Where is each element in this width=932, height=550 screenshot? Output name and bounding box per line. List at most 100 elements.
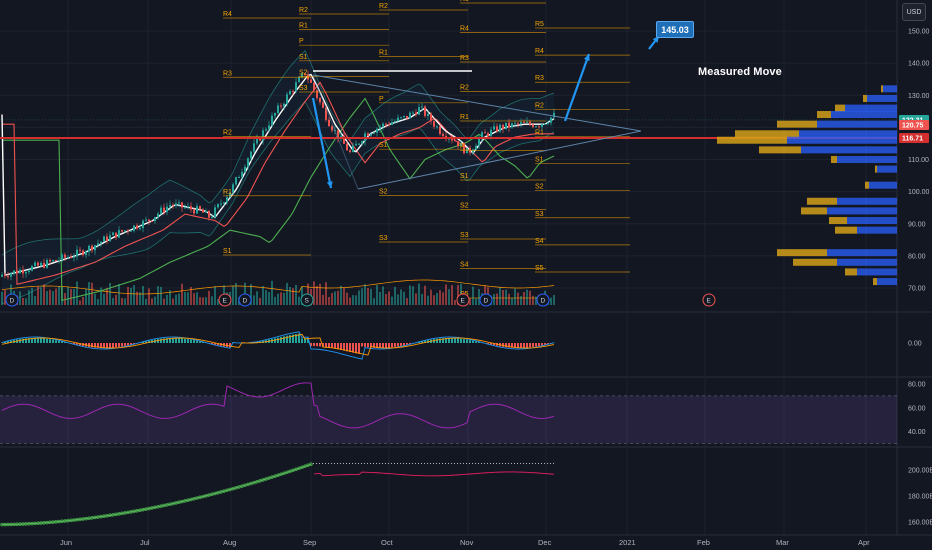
candle-body bbox=[253, 143, 255, 152]
candle-body bbox=[115, 232, 117, 238]
event-marker-circle bbox=[536, 293, 550, 307]
candle-body bbox=[181, 202, 183, 208]
macd-histogram-bar bbox=[418, 342, 420, 343]
macd-histogram-bar bbox=[328, 343, 330, 348]
event-marker-label: E bbox=[223, 298, 228, 305]
volume-profile-up bbox=[877, 165, 897, 173]
volume-profile-down bbox=[793, 258, 837, 266]
macd-histogram-bar bbox=[187, 339, 189, 343]
macd-histogram-bar bbox=[358, 343, 360, 354]
candle-body bbox=[352, 145, 354, 152]
volume-profile-up bbox=[817, 120, 897, 128]
macd-histogram-bar bbox=[466, 339, 468, 343]
candle-body bbox=[25, 272, 27, 274]
pivot-dec-label: R3 bbox=[535, 75, 544, 82]
macd-histogram-bar bbox=[274, 338, 276, 343]
volume-profile-down bbox=[777, 120, 817, 128]
macd-histogram-bar bbox=[379, 343, 381, 348]
volume-bar bbox=[532, 295, 534, 305]
macd-histogram-bar bbox=[190, 339, 192, 343]
candle-body bbox=[304, 73, 306, 75]
macd-histogram-bar bbox=[52, 339, 54, 343]
volume-bar bbox=[343, 287, 345, 305]
price-tick-label: 150.00 bbox=[908, 29, 930, 36]
macd-histogram-bar bbox=[337, 343, 339, 350]
macd-histogram-bar bbox=[34, 338, 36, 343]
candle-body bbox=[190, 206, 192, 210]
volume-bar bbox=[409, 285, 411, 305]
volume-bar bbox=[91, 282, 93, 305]
time-axis-label: Nov bbox=[460, 538, 474, 547]
event-marker-label: D bbox=[541, 298, 546, 305]
candle-body bbox=[70, 256, 72, 258]
volume-profile-up bbox=[801, 146, 897, 154]
candle-body bbox=[382, 123, 384, 127]
candle-body bbox=[424, 106, 426, 116]
candle-body bbox=[361, 141, 363, 144]
candle-body bbox=[142, 220, 144, 229]
event-marker-label: D bbox=[243, 298, 248, 305]
candle-body bbox=[367, 133, 369, 136]
candle-body bbox=[19, 269, 21, 274]
macd-histogram-bar bbox=[478, 341, 480, 343]
volume-bar bbox=[217, 299, 219, 305]
price-tick-label: 140.00 bbox=[908, 61, 930, 68]
time-axis-label: Aug bbox=[223, 538, 236, 547]
currency-badge[interactable]: USD bbox=[902, 3, 926, 21]
candle-body bbox=[475, 145, 477, 150]
pivot-dec-label: R2 bbox=[535, 102, 544, 109]
event-marker-label: E bbox=[461, 298, 466, 305]
macd-histogram-bar bbox=[55, 340, 57, 343]
candle-body bbox=[205, 210, 207, 213]
volume-bar bbox=[430, 289, 432, 305]
pivot-aug-label: R4 bbox=[223, 11, 232, 18]
candle-body bbox=[301, 73, 303, 78]
macd-histogram-bar bbox=[100, 343, 102, 348]
macd-histogram-bar bbox=[541, 343, 543, 346]
pivot-dec-label: S5 bbox=[535, 265, 544, 272]
macd-histogram-bar bbox=[97, 343, 99, 348]
volume-bar bbox=[4, 290, 6, 305]
candle-body bbox=[151, 220, 153, 222]
price-label-text: 116.71 bbox=[902, 135, 923, 142]
volume-bar bbox=[145, 298, 147, 305]
candle-body bbox=[121, 230, 123, 232]
macd-histogram-bar bbox=[448, 338, 450, 343]
pivot-sep-label: S3 bbox=[299, 85, 308, 92]
macd-histogram-bar bbox=[106, 343, 108, 348]
candle-body bbox=[508, 122, 510, 128]
macd-histogram-bar bbox=[352, 343, 354, 353]
volume-bar bbox=[118, 283, 120, 305]
volume-bar bbox=[349, 297, 351, 305]
candle-body bbox=[547, 122, 549, 124]
volume-bar bbox=[271, 280, 273, 305]
macd-histogram-bar bbox=[532, 343, 534, 347]
rsi-tick-label: 80.00 bbox=[908, 382, 926, 389]
candle-body bbox=[532, 124, 534, 128]
candle-body bbox=[529, 121, 531, 125]
macd-histogram-bar bbox=[229, 343, 231, 348]
volume-profile-up bbox=[857, 226, 897, 234]
volume-bar bbox=[469, 298, 471, 305]
volume-profile-up bbox=[883, 85, 897, 93]
candle-body bbox=[175, 203, 177, 206]
volume-bar bbox=[31, 287, 33, 305]
event-marker-circle bbox=[479, 293, 493, 307]
candle-body bbox=[76, 249, 78, 257]
event-marker-label: E bbox=[707, 298, 712, 305]
volume-profile-down bbox=[835, 104, 845, 112]
candle-body bbox=[49, 260, 51, 262]
candle-body bbox=[538, 126, 540, 128]
volume-bar bbox=[313, 281, 315, 305]
candle-body bbox=[85, 251, 87, 256]
candle-body bbox=[397, 117, 399, 121]
macd-line bbox=[1, 331, 555, 360]
time-axis-label: Jun bbox=[60, 538, 72, 547]
volume-bar bbox=[52, 291, 54, 305]
macd-histogram-bar bbox=[19, 339, 21, 343]
volume-bar bbox=[127, 286, 129, 305]
candle-body bbox=[460, 143, 462, 147]
pivot-nov-label: R3 bbox=[460, 55, 469, 62]
candle-body bbox=[526, 121, 528, 123]
